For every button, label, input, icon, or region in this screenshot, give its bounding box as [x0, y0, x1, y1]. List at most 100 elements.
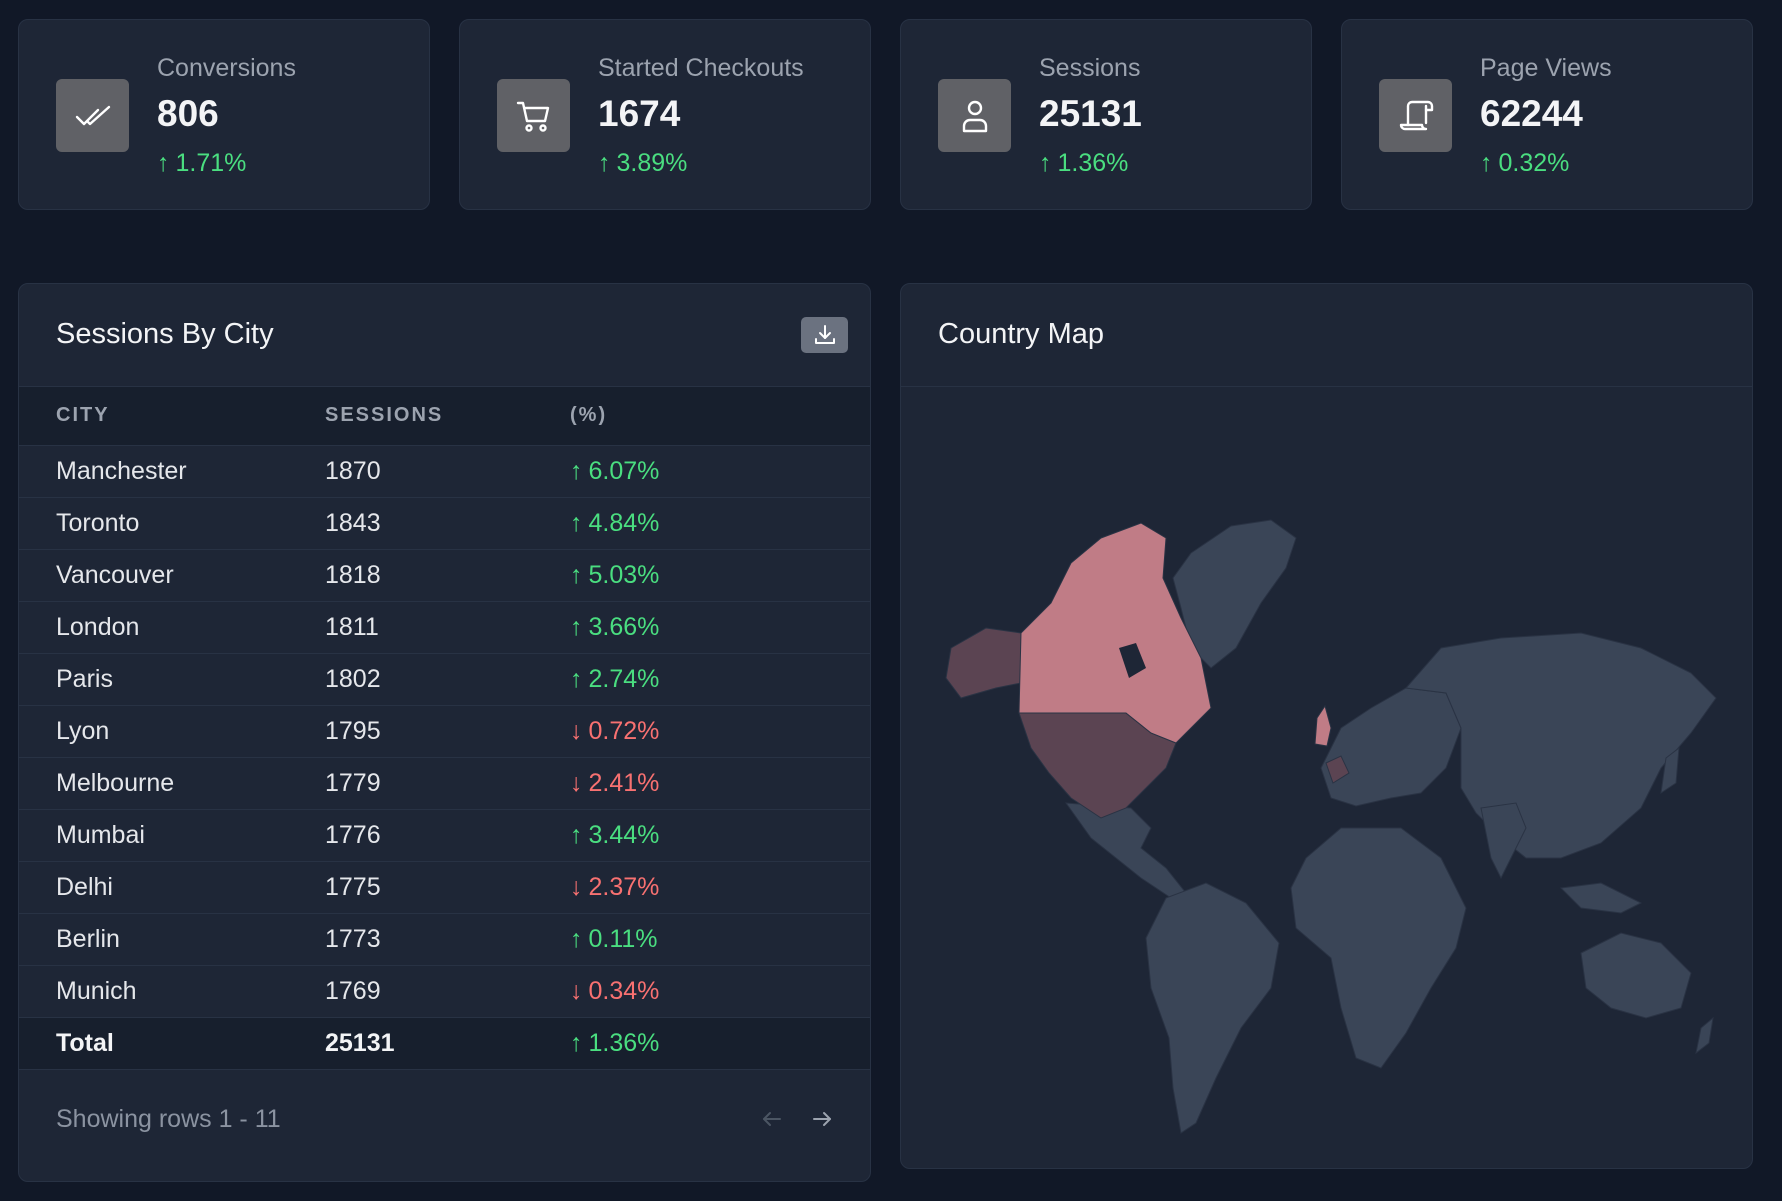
cell-percent: ↑ 0.11% [570, 913, 870, 966]
cell-city: Munich [19, 965, 325, 1018]
percent-value: 6.07% [588, 456, 660, 485]
map-country-france[interactable] [1325, 755, 1350, 784]
kpi-card-sessions: Sessions 25131 ↑ 1.36% [900, 19, 1312, 210]
table-total-row: Total 25131 ↑ 1.36% [19, 1017, 870, 1070]
cell-sessions: 1795 [325, 705, 570, 758]
table-footer: Showing rows 1 - 11 [19, 1074, 870, 1164]
map-country-europe[interactable] [1320, 687, 1462, 807]
cell-city: Toronto [19, 497, 325, 550]
arrow-up-icon: ↑ [570, 560, 583, 589]
column-header-percent[interactable]: (%) [570, 387, 870, 446]
table-row[interactable]: Manchester 1870 ↑ 6.07% [19, 445, 870, 498]
percent-value: 2.74% [588, 664, 660, 693]
arrow-up-icon: ↑ [570, 612, 583, 641]
cell-percent: ↑ 3.66% [570, 601, 870, 654]
kpi-delta: ↑ 1.71% [157, 149, 246, 178]
cell-city: Vancouver [19, 549, 325, 602]
kpi-delta: ↑ 1.36% [1039, 149, 1128, 178]
table-row[interactable]: Toronto 1843 ↑ 4.84% [19, 497, 870, 550]
arrow-down-icon: ↓ [570, 976, 583, 1005]
double-check-icon [56, 79, 129, 152]
kpi-card-started-checkouts: Started Checkouts 1674 ↑ 3.89% [459, 19, 871, 210]
kpi-label: Page Views [1480, 54, 1612, 82]
table-row[interactable]: Vancouver 1818 ↑ 5.03% [19, 549, 870, 602]
cell-percent: ↓ 0.34% [570, 965, 870, 1018]
cell-city: Lyon [19, 705, 325, 758]
kpi-label: Started Checkouts [598, 54, 804, 82]
cell-percent: ↑ 1.36% [570, 1017, 870, 1070]
cell-sessions: 1843 [325, 497, 570, 550]
map-country-india[interactable] [1480, 802, 1527, 880]
cell-percent: ↓ 2.41% [570, 757, 870, 810]
world-map[interactable] [901, 388, 1752, 1168]
percent-value: 3.66% [588, 612, 660, 641]
kpi-value: 25131 [1039, 93, 1142, 134]
user-icon [938, 79, 1011, 152]
table-row[interactable]: Mumbai 1776 ↑ 3.44% [19, 809, 870, 862]
map-country-greenland[interactable] [1172, 519, 1297, 669]
cell-city: Delhi [19, 861, 325, 914]
map-hudson-bay [1119, 643, 1146, 678]
cell-city: Total [19, 1017, 325, 1070]
kpi-delta-value: 0.32% [1498, 149, 1570, 177]
prev-page-button[interactable] [761, 1108, 783, 1130]
percent-value: 0.11% [588, 924, 658, 953]
kpi-card-conversions: Conversions 806 ↑ 1.71% [18, 19, 430, 210]
cell-percent: ↑ 4.84% [570, 497, 870, 550]
kpi-delta: ↑ 0.32% [1480, 149, 1569, 178]
kpi-value: 62244 [1480, 93, 1583, 134]
pagination [761, 1108, 833, 1130]
arrow-down-icon: ↓ [570, 872, 583, 901]
table-row[interactable]: London 1811 ↑ 3.66% [19, 601, 870, 654]
percent-value: 2.37% [588, 872, 660, 901]
arrow-up-icon: ↑ [570, 664, 583, 693]
table-row[interactable]: Berlin 1773 ↑ 0.11% [19, 913, 870, 966]
sessions-by-city-card: Sessions By City CITY SESSIONS (%) Manch… [18, 283, 871, 1182]
table-row[interactable]: Lyon 1795 ↓ 0.72% [19, 705, 870, 758]
scroll-icon [1379, 79, 1452, 152]
cell-city: Paris [19, 653, 325, 706]
arrow-up-icon: ↑ [157, 149, 170, 177]
table-row[interactable]: Delhi 1775 ↓ 2.37% [19, 861, 870, 914]
arrow-up-icon: ↑ [570, 508, 583, 537]
download-button[interactable] [801, 317, 848, 353]
table-row[interactable]: Melbourne 1779 ↓ 2.41% [19, 757, 870, 810]
table-row[interactable]: Paris 1802 ↑ 2.74% [19, 653, 870, 706]
arrow-up-icon: ↑ [570, 456, 583, 485]
cell-sessions: 1870 [325, 445, 570, 498]
cell-sessions: 1775 [325, 861, 570, 914]
cell-city: Manchester [19, 445, 325, 498]
map-country-canada[interactable] [1018, 522, 1212, 744]
map-country-japan[interactable] [1660, 746, 1680, 795]
next-page-button[interactable] [811, 1108, 833, 1130]
map-country-indonesia[interactable] [1559, 882, 1643, 914]
kpi-card-page-views: Page Views 62244 ↑ 0.32% [1341, 19, 1753, 210]
map-country-new-zealand[interactable] [1695, 1016, 1714, 1055]
cell-sessions: 1818 [325, 549, 570, 602]
map-country-africa[interactable] [1290, 827, 1467, 1069]
cell-city: Mumbai [19, 809, 325, 862]
map-country-south-america[interactable] [1145, 882, 1280, 1134]
cell-sessions: 1779 [325, 757, 570, 810]
map-country-australia[interactable] [1580, 932, 1692, 1019]
map-country-mexico[interactable] [1064, 802, 1187, 899]
cell-percent: ↓ 0.72% [570, 705, 870, 758]
column-header-city[interactable]: CITY [19, 387, 325, 446]
kpi-label: Sessions [1039, 54, 1141, 82]
arrow-right-icon [813, 1112, 831, 1126]
column-header-sessions[interactable]: SESSIONS [325, 387, 570, 446]
cell-percent: ↑ 3.44% [570, 809, 870, 862]
map-country-asia[interactable] [1405, 632, 1717, 859]
map-country-usa-alaska[interactable] [945, 627, 1022, 699]
table-header-row: CITY SESSIONS (%) [19, 387, 870, 446]
card-header: Country Map [901, 284, 1752, 387]
card-title: Country Map [938, 318, 1105, 350]
percent-value: 1.36% [588, 1028, 660, 1057]
map-country-united-kingdom[interactable] [1314, 704, 1332, 747]
percent-value: 3.44% [588, 820, 660, 849]
percent-value: 2.41% [588, 768, 660, 797]
cart-icon [497, 79, 570, 152]
table-row[interactable]: Munich 1769 ↓ 0.34% [19, 965, 870, 1018]
cell-sessions: 1776 [325, 809, 570, 862]
percent-value: 0.34% [588, 976, 660, 1005]
